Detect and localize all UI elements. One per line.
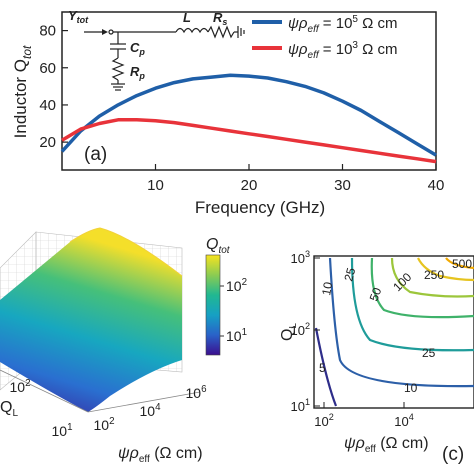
series-resistor-symbol [207, 25, 235, 39]
parallel-resistor-label: Rp [130, 64, 145, 81]
series-resistor-label: Rs [213, 10, 227, 27]
panel-a-legend: ψρeff = 105 Ω cm ψρeff = 103 Ω cm [252, 14, 398, 61]
colorbar-tick-label-1: 102 [226, 277, 247, 294]
contour-line-50 [370, 257, 474, 319]
panel-c-ytick-label-1: 102 [290, 321, 310, 338]
colorbar-tick-label-0: 101 [226, 327, 247, 344]
panel-b-ytick-label-0: 101 [51, 422, 72, 439]
contour-label-500: 500 [452, 257, 472, 271]
panel-b-ytick-label-1: 102 [9, 378, 30, 395]
contour-line-250 [417, 257, 474, 282]
panel-a-xtick-label-0: 10 [147, 177, 164, 194]
panel-a-ylabel-main: Inductor Q [11, 59, 30, 138]
panel-a-xlabel: Frequency (GHz) [195, 198, 325, 217]
contour-label-50: 50 [367, 285, 385, 303]
inductor-label: L [183, 10, 191, 25]
contour-line-5 [314, 327, 338, 407]
contour-line-10 [328, 257, 474, 388]
panel-a-ytick-label-0: 20 [39, 134, 56, 151]
panel-b-surface-plot: Qtot 101 102 102 104 106 ψρeff (Ω cm) 101 10… [0, 227, 247, 465]
panel-c-ytick-label-0: 101 [290, 397, 310, 414]
panel-a-ytick-label-2: 60 [39, 60, 56, 77]
panel-b-xtick-label-0: 102 [93, 416, 114, 433]
panel-c-xtick-label-0: 102 [314, 412, 334, 429]
panel-a-ytick-label-3: 80 [39, 23, 56, 40]
inductor-symbol [175, 27, 209, 34]
contour-label-5: 5 [319, 361, 326, 375]
contour-label-25a: 25 [341, 266, 358, 283]
panel-c-xlabel: ψρeff (Ω cm) [344, 435, 429, 455]
panel-a-ylabel-sub: tot [20, 45, 34, 59]
panel-b-xtick-label-1: 104 [139, 402, 161, 419]
circuit-inset: Ytot L Rs Cp Rp [68, 8, 245, 91]
panel-a-xtick-label-2: 30 [334, 177, 351, 194]
panel-a-ytick-label-1: 40 [39, 97, 56, 114]
contour-label-10a: 10 [319, 281, 335, 297]
parallel-resistor-symbol [111, 57, 125, 81]
legend-entry-series-1: ψρeff = 105 Ω cm [288, 14, 398, 35]
surface-mesh [0, 228, 182, 412]
contour-line-25 [350, 257, 474, 352]
panel-c-contour-plot: 5 10 10 25 25 50 100 250 500 102 104 1011… [279, 249, 474, 465]
panel-c-tag: (c) [442, 444, 464, 465]
surface-floor-edge-front [87, 391, 201, 413]
legend-entry-series-2: ψρeff = 103 Ω cm [288, 40, 398, 61]
panel-b-ylabel: QL [0, 399, 18, 419]
panel-a-xtick-label-3: 40 [428, 177, 445, 194]
panel-c-ylabel: QL [279, 323, 299, 341]
contour-line-100 [390, 257, 474, 298]
panel-c-ytick-label-2: 103 [290, 249, 310, 266]
panel-c-xtick-label-1: 104 [394, 412, 414, 429]
panel-b-xlabel: ψρeff (Ω cm) [118, 445, 203, 465]
panel-a-series-line-1 [60, 73, 437, 157]
panel-a-xtick-label-1: 20 [241, 177, 258, 194]
panel-b-xtick-label-2: 106 [185, 384, 207, 401]
contour-label-250: 250 [424, 268, 444, 282]
contour-lines [314, 257, 474, 407]
contour-label-10b: 10 [404, 381, 418, 395]
colorbar [205, 254, 221, 356]
contour-labels: 5 10 10 25 25 50 100 250 500 [319, 257, 472, 395]
panel-a-tag: (a) [84, 144, 107, 165]
contour-label-25b: 25 [422, 346, 436, 360]
surface-floor-edge-left [0, 369, 89, 413]
capacitor-label: Cp [130, 40, 145, 57]
panel-a-line-chart: 10 20 30 40 20 40 60 80 Inductor Qtot Frequency… [11, 8, 444, 217]
panel-a-ylabel: Inductor Qtot [11, 45, 34, 138]
colorbar-label: Qtot [206, 236, 231, 256]
panel-a-series-line-2 [61, 118, 437, 164]
contour-line-500 [445, 257, 474, 270]
surface-top-ridge [69, 227, 183, 277]
circuit-input-label: Ytot [68, 8, 89, 25]
